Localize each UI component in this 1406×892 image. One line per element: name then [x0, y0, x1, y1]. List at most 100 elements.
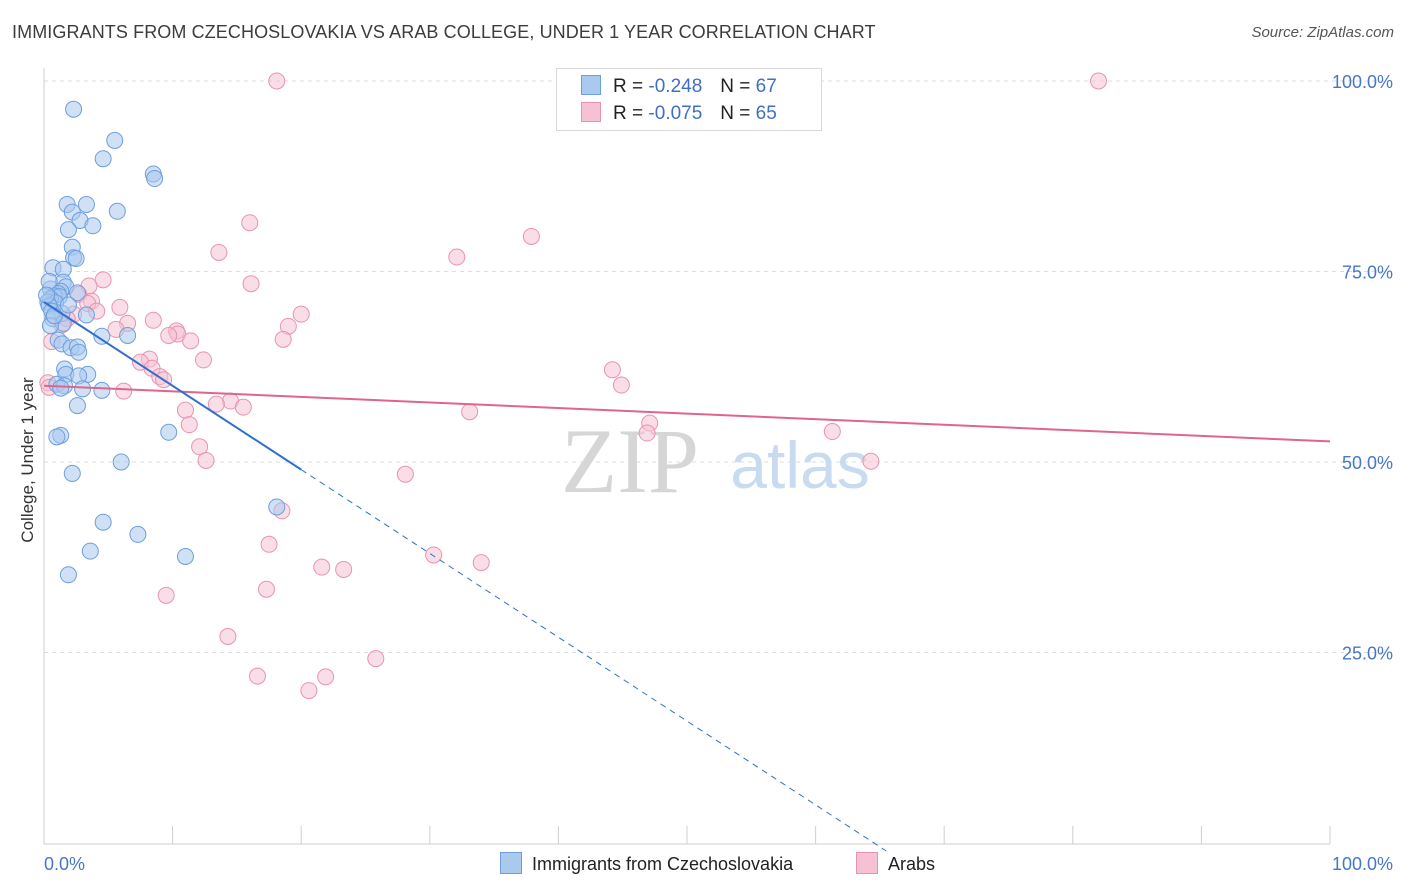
n-value: 67 [755, 76, 777, 97]
data-point-czechoslovakia [40, 272, 58, 290]
data-point-arabs [210, 243, 228, 261]
n-value: 65 [755, 103, 777, 124]
data-point-czechoslovakia [84, 217, 102, 235]
data-point-arabs [242, 275, 260, 293]
data-point-czechoslovakia [106, 131, 124, 149]
data-point-arabs [194, 351, 212, 369]
data-point-arabs [260, 535, 278, 553]
data-point-arabs [823, 423, 841, 441]
data-point-arabs [197, 451, 215, 469]
data-point-czechoslovakia [77, 306, 95, 324]
data-point-czechoslovakia [119, 327, 137, 345]
trend-line-arabs [43, 384, 1331, 443]
data-point-czechoslovakia [48, 428, 66, 446]
data-point-czechoslovakia [94, 513, 112, 531]
legend-row-czechoslovakia: R = -0.248 N = 67 [581, 75, 777, 101]
data-point-czechoslovakia [93, 381, 111, 399]
data-point-arabs [472, 554, 490, 572]
data-point-arabs [1090, 72, 1108, 90]
data-point-czechoslovakia [63, 464, 81, 482]
r-value: -0.248 [648, 76, 703, 97]
data-point-arabs [317, 668, 335, 686]
legend-label: Arabs [888, 854, 936, 874]
data-point-arabs [257, 580, 275, 598]
data-point-czechoslovakia [176, 547, 194, 565]
chart-title: IMMIGRANTS FROM CZECHOSLOVAKIA VS ARAB C… [12, 22, 876, 42]
x-tick-label: 0.0% [44, 854, 85, 874]
legend-swatch-pink [856, 852, 878, 874]
data-point-czechoslovakia [45, 307, 63, 325]
data-point-arabs [335, 560, 353, 578]
data-point-arabs [603, 361, 621, 379]
data-point-czechoslovakia [59, 221, 77, 239]
data-point-czechoslovakia [146, 170, 164, 188]
n-label: N = [720, 103, 751, 124]
watermark-atlas: atlas [730, 428, 869, 502]
r-value: -0.075 [648, 103, 703, 124]
legend-swatch-pink [581, 102, 601, 122]
r-label: R = [613, 76, 644, 97]
data-point-arabs [300, 682, 318, 700]
source-label: Source: ZipAtlas.com [1251, 24, 1394, 41]
data-point-czechoslovakia [59, 566, 77, 584]
data-point-czechoslovakia [160, 423, 178, 441]
data-point-czechoslovakia [93, 327, 111, 345]
data-point-arabs [248, 667, 266, 685]
data-point-czechoslovakia [129, 525, 147, 543]
data-point-czechoslovakia [112, 453, 130, 471]
data-point-arabs [176, 401, 194, 419]
data-point-arabs [115, 382, 133, 400]
y-tick-label: 25.0% [1342, 644, 1393, 664]
data-point-arabs [111, 298, 129, 316]
tick-labels: 25.0% 50.0% 75.0% 100.0% 0.0% 100.0% [44, 72, 1393, 874]
data-point-arabs [292, 305, 310, 323]
data-point-arabs [268, 72, 286, 90]
data-point-arabs [367, 650, 385, 668]
data-point-arabs [144, 311, 162, 329]
data-point-czechoslovakia [108, 202, 126, 220]
legend-item-arabs: Arabs [856, 852, 935, 875]
trend-line-czechoslovakia [43, 301, 302, 471]
data-point-arabs [234, 398, 252, 416]
data-point-arabs [461, 403, 479, 421]
data-point-arabs [219, 627, 237, 645]
data-point-arabs [180, 416, 198, 434]
r-label: R = [613, 103, 644, 124]
x-tick-label: 100.0% [1332, 854, 1393, 874]
axes [43, 68, 1331, 845]
legend-item-czechoslovakia: Immigrants from Czechoslovakia [500, 852, 793, 875]
data-point-arabs [157, 586, 175, 604]
watermark-zip: ZIP [561, 410, 699, 512]
legend-label: Immigrants from Czechoslovakia [532, 854, 794, 874]
data-point-arabs [522, 227, 540, 245]
legend-row-arabs: R = -0.075 N = 65 [581, 102, 777, 128]
trend-lines [43, 301, 1331, 852]
data-point-arabs [207, 395, 225, 413]
data-point-arabs [448, 248, 466, 266]
correlation-legend: R = -0.248 N = 67 R = -0.075 N = 65 [556, 68, 822, 131]
data-point-arabs [396, 465, 414, 483]
data-point-arabs [241, 214, 259, 232]
data-point-arabs [638, 424, 656, 442]
data-point-arabs [862, 452, 880, 470]
gridlines [44, 80, 1392, 653]
data-point-arabs [425, 546, 443, 564]
data-point-arabs [313, 558, 331, 576]
data-point-czechoslovakia [94, 150, 112, 168]
data-point-czechoslovakia [59, 296, 77, 314]
data-point-czechoslovakia [52, 379, 70, 397]
data-point-arabs [160, 327, 178, 345]
czechoslovakia-points [38, 100, 286, 584]
legend-swatch-blue [500, 852, 522, 874]
arabs-points [39, 72, 1108, 700]
data-point-czechoslovakia [268, 498, 286, 516]
data-point-czechoslovakia [65, 100, 83, 118]
data-point-arabs [182, 332, 200, 350]
y-tick-label: 50.0% [1342, 453, 1393, 473]
legend-swatch-blue [581, 75, 601, 95]
data-point-arabs [612, 376, 630, 394]
data-point-czechoslovakia [74, 380, 92, 398]
y-axis-label: College, Under 1 year [18, 377, 37, 543]
watermark: ZIP atlas [561, 410, 870, 512]
